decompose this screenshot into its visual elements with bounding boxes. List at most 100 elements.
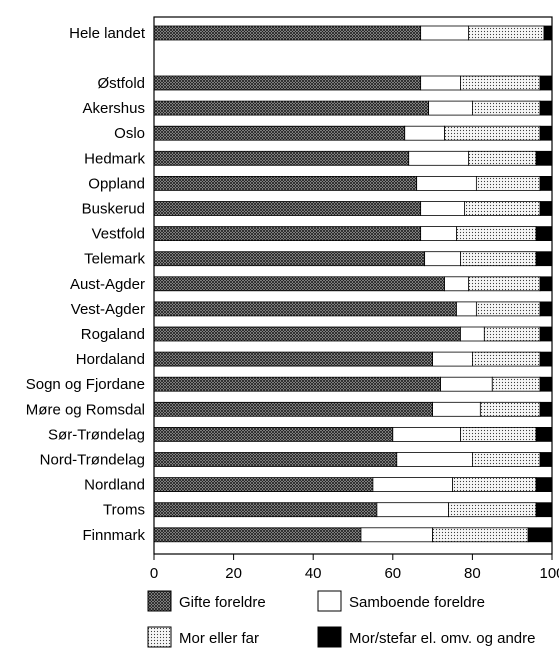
category-label: Troms	[103, 502, 145, 519]
legend-item: Gifte foreldre	[147, 590, 266, 612]
legend-label: Mor/stefar el. omv. og andre	[349, 630, 535, 647]
x-tick-label: 100	[539, 565, 559, 582]
legend-item: Samboende foreldre	[317, 590, 485, 612]
category-label: Møre og Romsdal	[26, 401, 145, 418]
category-label: Finnmark	[82, 527, 145, 544]
bar-segment-3	[479, 401, 541, 417]
category-label: Buskerud	[82, 201, 145, 218]
bar-segment-4	[527, 527, 553, 543]
bar-segment-1	[153, 276, 445, 292]
bar-segment-4	[539, 351, 553, 367]
bars-group	[153, 25, 553, 543]
bar-segment-3	[468, 276, 541, 292]
bar-segment-1	[153, 301, 457, 317]
bar-segment-3	[471, 100, 541, 116]
bar-segment-1	[153, 175, 418, 191]
bar-segment-4	[539, 125, 553, 141]
bar-segment-2	[424, 251, 461, 267]
bar-segment-3	[491, 376, 541, 392]
category-label: Hedmark	[84, 150, 145, 167]
category-labels: Hele landet Østfold Akershus Oslo Hedmark Opp…	[26, 25, 146, 544]
legend-label: Samboende foreldre	[349, 594, 485, 611]
legend-swatch	[147, 590, 172, 612]
legend: Gifte foreldre Samboende foreldre Mor elle…	[147, 590, 535, 648]
bar-segment-1	[153, 201, 422, 216]
category-label: Akershus	[82, 100, 145, 117]
bar-segment-2	[376, 502, 449, 518]
category-label: Hordaland	[76, 351, 145, 368]
bar-segment-4	[539, 452, 553, 467]
bar-segment-2	[432, 401, 481, 417]
bar-segment-4	[539, 401, 553, 417]
bar-segment-2	[420, 25, 469, 41]
bar-segment-2	[444, 276, 469, 292]
bar-segment-2	[416, 175, 477, 191]
bar-segment-4	[539, 201, 553, 216]
bar-segment-2	[404, 125, 445, 141]
bar-segment-2	[420, 75, 461, 91]
bar-segment-2	[396, 452, 473, 467]
bar-segment-3	[460, 251, 537, 267]
bar-segment-4	[535, 251, 553, 267]
x-tick-label: 0	[150, 565, 158, 582]
bar-segment-4	[539, 301, 553, 317]
bar-segment-3	[475, 175, 541, 191]
bar-segment-2	[408, 150, 469, 166]
x-tick-label: 80	[464, 565, 481, 582]
bar-segment-4	[539, 326, 553, 342]
bar-segment-1	[153, 351, 434, 367]
legend-label: Gifte foreldre	[179, 594, 266, 611]
bar-segment-3	[471, 351, 541, 367]
legend-item: Mor eller far	[147, 626, 259, 648]
bar-segment-1	[153, 326, 461, 342]
category-label: Sogn og Fjordane	[26, 376, 145, 393]
bar-segment-3	[448, 502, 537, 518]
bar-segment-2	[392, 426, 461, 442]
bar-segment-1	[153, 75, 422, 91]
bar-segment-1	[153, 25, 422, 41]
bar-segment-1	[153, 452, 398, 467]
category-label: Vestfold	[92, 226, 145, 243]
bar-segment-3	[444, 125, 541, 141]
bar-segment-1	[153, 376, 441, 392]
category-label: Rogaland	[81, 326, 145, 343]
bar-segment-2	[372, 477, 453, 493]
bar-segment-4	[539, 376, 553, 392]
bar-segment-1	[153, 251, 426, 267]
bar-segment-1	[153, 502, 378, 518]
category-label: Nordland	[84, 477, 145, 494]
bar-segment-4	[535, 150, 553, 166]
x-axis-ticks: 0 20 40 60 80 100	[150, 554, 559, 582]
bar-segment-3	[468, 25, 545, 41]
bar-segment-3	[456, 226, 537, 242]
bar-segment-1	[153, 150, 410, 166]
category-label: Oslo	[114, 125, 145, 142]
bar-segment-4	[539, 175, 553, 191]
bar-segment-4	[535, 426, 553, 442]
bar-segment-1	[153, 100, 430, 116]
legend-item: Mor/stefar el. omv. og andre	[317, 626, 535, 648]
bar-segment-1	[153, 477, 374, 493]
legend-swatch	[147, 626, 172, 648]
bar-segment-2	[360, 527, 433, 543]
bar-segment-2	[440, 376, 493, 392]
x-tick-label: 20	[225, 565, 242, 582]
plot-frame	[153, 16, 553, 555]
category-label: Vest-Agder	[71, 301, 145, 318]
category-label: Nord-Trøndelag	[40, 452, 145, 469]
category-label: Oppland	[88, 175, 145, 192]
bar-segment-4	[543, 25, 553, 41]
bar-segment-3	[460, 75, 541, 91]
bar-segment-4	[539, 75, 553, 91]
bar-segment-4	[535, 502, 553, 518]
bar-segment-3	[432, 527, 529, 543]
bar-segment-3	[475, 301, 541, 317]
bar-segment-3	[483, 326, 541, 342]
bar-segment-1	[153, 226, 422, 242]
bar-segment-3	[471, 452, 541, 467]
category-label: Østfold	[97, 75, 145, 92]
legend-swatch	[317, 626, 342, 648]
bar-segment-1	[153, 426, 394, 442]
bar-segment-4	[539, 276, 553, 292]
